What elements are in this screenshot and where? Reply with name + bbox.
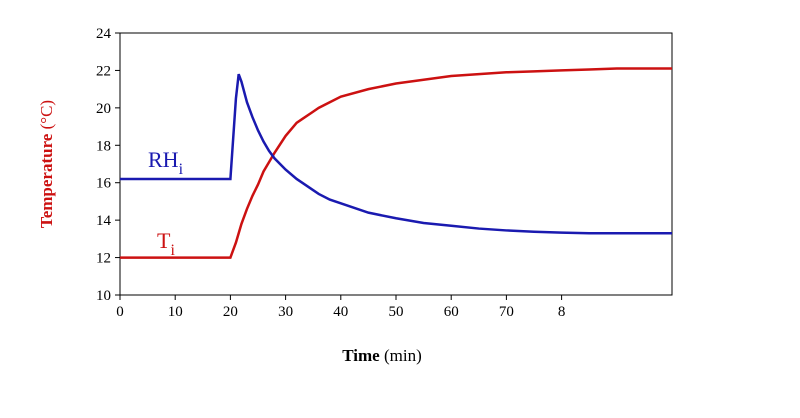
series-line: [120, 73, 672, 235]
series-name: RH: [148, 147, 179, 172]
x-tick-label: 0: [116, 304, 124, 320]
x-tick-label: 40: [333, 304, 348, 320]
x-tick-label: 20: [223, 304, 238, 320]
y-tick-label: 24: [96, 26, 112, 42]
x-axis-label: Time (min): [342, 346, 422, 365]
x-tick-label: 50: [389, 304, 404, 320]
series-sub: i: [179, 161, 184, 178]
x-tick-label: 10: [168, 304, 183, 320]
y-tick-label: 20: [96, 101, 111, 117]
y-label-unit: (°C): [37, 100, 56, 129]
x-tick-label: 70: [499, 304, 514, 320]
series-label: RHi: [148, 147, 184, 178]
y-tick-label: 10: [96, 288, 111, 304]
x-label-bold: Time: [342, 346, 380, 365]
series-label: Ti: [157, 228, 175, 259]
x-tick-label: 8: [558, 304, 566, 320]
y-tick-label: 18: [96, 138, 111, 154]
series-name: T: [157, 228, 171, 253]
y-axis-label: Temperature (°C): [37, 100, 56, 228]
series-line: [120, 67, 672, 259]
plot-frame: [119, 32, 673, 296]
x-tick-label: 30: [278, 304, 293, 320]
x-label-unit: (min): [384, 346, 422, 365]
y-tick-label: 22: [96, 63, 111, 79]
y-tick-label: 14: [96, 213, 112, 229]
x-tick-label: 60: [444, 304, 459, 320]
y-tick-label: 16: [96, 176, 112, 192]
series-sub: i: [170, 242, 175, 259]
y-tick-label: 12: [96, 251, 111, 267]
y-label-bold: Temperature: [37, 133, 56, 228]
